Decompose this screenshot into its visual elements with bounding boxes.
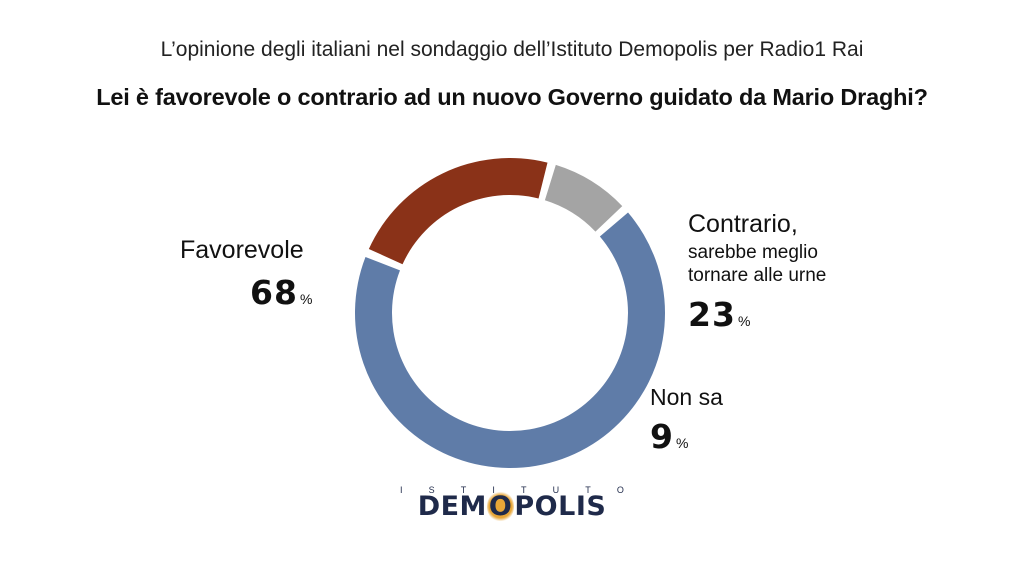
slice-value-favorevole: 68 [250,273,298,312]
slice-value-non-sa: 9 [650,417,674,456]
logo-text-o: O [486,491,515,522]
donut-slice-non-sa [544,164,623,232]
logo-letter: I [400,485,403,495]
slice-label-favorevole: Favorevole 68% [180,236,312,312]
logo-letter: T [585,485,591,495]
logo-letter: T [460,485,467,495]
logo-letter: S [428,485,435,495]
chart-subtitle: L’opinione degli italiani nel sondaggio … [160,38,864,61]
slice-value-contrario-wrap: 23% [688,295,826,334]
slice-unit-favorevole: % [299,291,313,307]
slice-value-contrario: 23 [688,295,736,334]
logo-demopolis-text: DEMOPOLIS [396,491,628,522]
slice-sublabel-contrario-1: sarebbe meglio [688,242,818,263]
slice-label-non-sa: Non sa 9% [650,384,723,456]
slice-label-contrario: Contrario, sarebbe meglio tornare alle u… [688,210,826,334]
slice-value-non-sa-wrap: 9% [650,417,723,456]
slice-name-favorevole: Favorevole [180,236,304,264]
logo-letter: I [492,485,495,495]
donut-slice-favorevole [355,212,665,468]
logo-text-post: POLIS [514,491,607,522]
slice-name-non-sa: Non sa [650,384,723,410]
donut-slice-contrario [368,158,548,265]
slice-unit-contrario: % [737,313,751,329]
logo-letter: T [521,485,527,495]
slice-value-favorevole-wrap: 68% [250,273,312,312]
chart-title: Lei è favorevole o contrario ad un nuovo… [96,84,928,110]
logo-text-pre: DEM [417,491,487,522]
logo-letter: U [552,485,560,495]
logo-letter: O [616,485,624,495]
slice-sublabel-contrario-2: tornare alle urne [688,265,827,286]
slice-unit-non-sa: % [675,435,689,451]
slice-name-contrario: Contrario, [688,210,798,238]
